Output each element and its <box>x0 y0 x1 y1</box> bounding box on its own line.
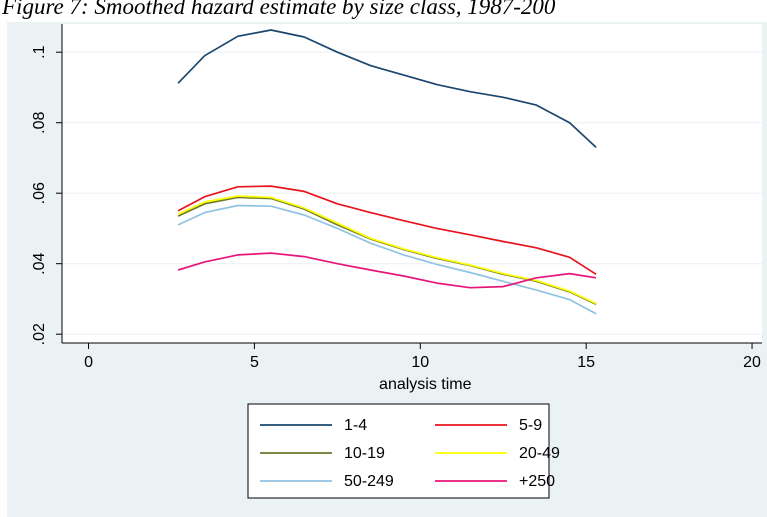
plot-area <box>62 24 762 343</box>
legend-label: +250 <box>519 473 555 490</box>
series-line-50-249 <box>177 204 597 315</box>
figure-caption: Figure 7: Smoothed hazard estimate by si… <box>2 0 556 19</box>
series-line-5-9 <box>177 185 597 276</box>
legend-label: 10-19 <box>344 445 385 462</box>
legend-label: 20-49 <box>519 445 560 462</box>
y-tick-label: .06 <box>31 182 48 204</box>
y-tick-label: .08 <box>31 111 48 133</box>
y-tick-label: .04 <box>31 252 48 274</box>
legend-box <box>247 403 550 499</box>
y-tick-label: .02 <box>31 323 48 345</box>
x-tick-label: 0 <box>84 354 93 371</box>
y-tick-label: .1 <box>31 45 48 58</box>
legend-label: 1-4 <box>344 417 367 434</box>
legend-label: 50-249 <box>344 473 394 490</box>
legend-label: 5-9 <box>519 417 542 434</box>
x-tick-label: 20 <box>743 354 761 371</box>
x-tick-label: 15 <box>577 354 595 371</box>
x-tick-label: 5 <box>250 354 259 371</box>
x-axis-title: analysis time <box>379 376 472 393</box>
x-tick-label: 10 <box>411 354 429 371</box>
series-line-+250 <box>177 252 597 289</box>
series-line-1-4 <box>177 29 597 149</box>
